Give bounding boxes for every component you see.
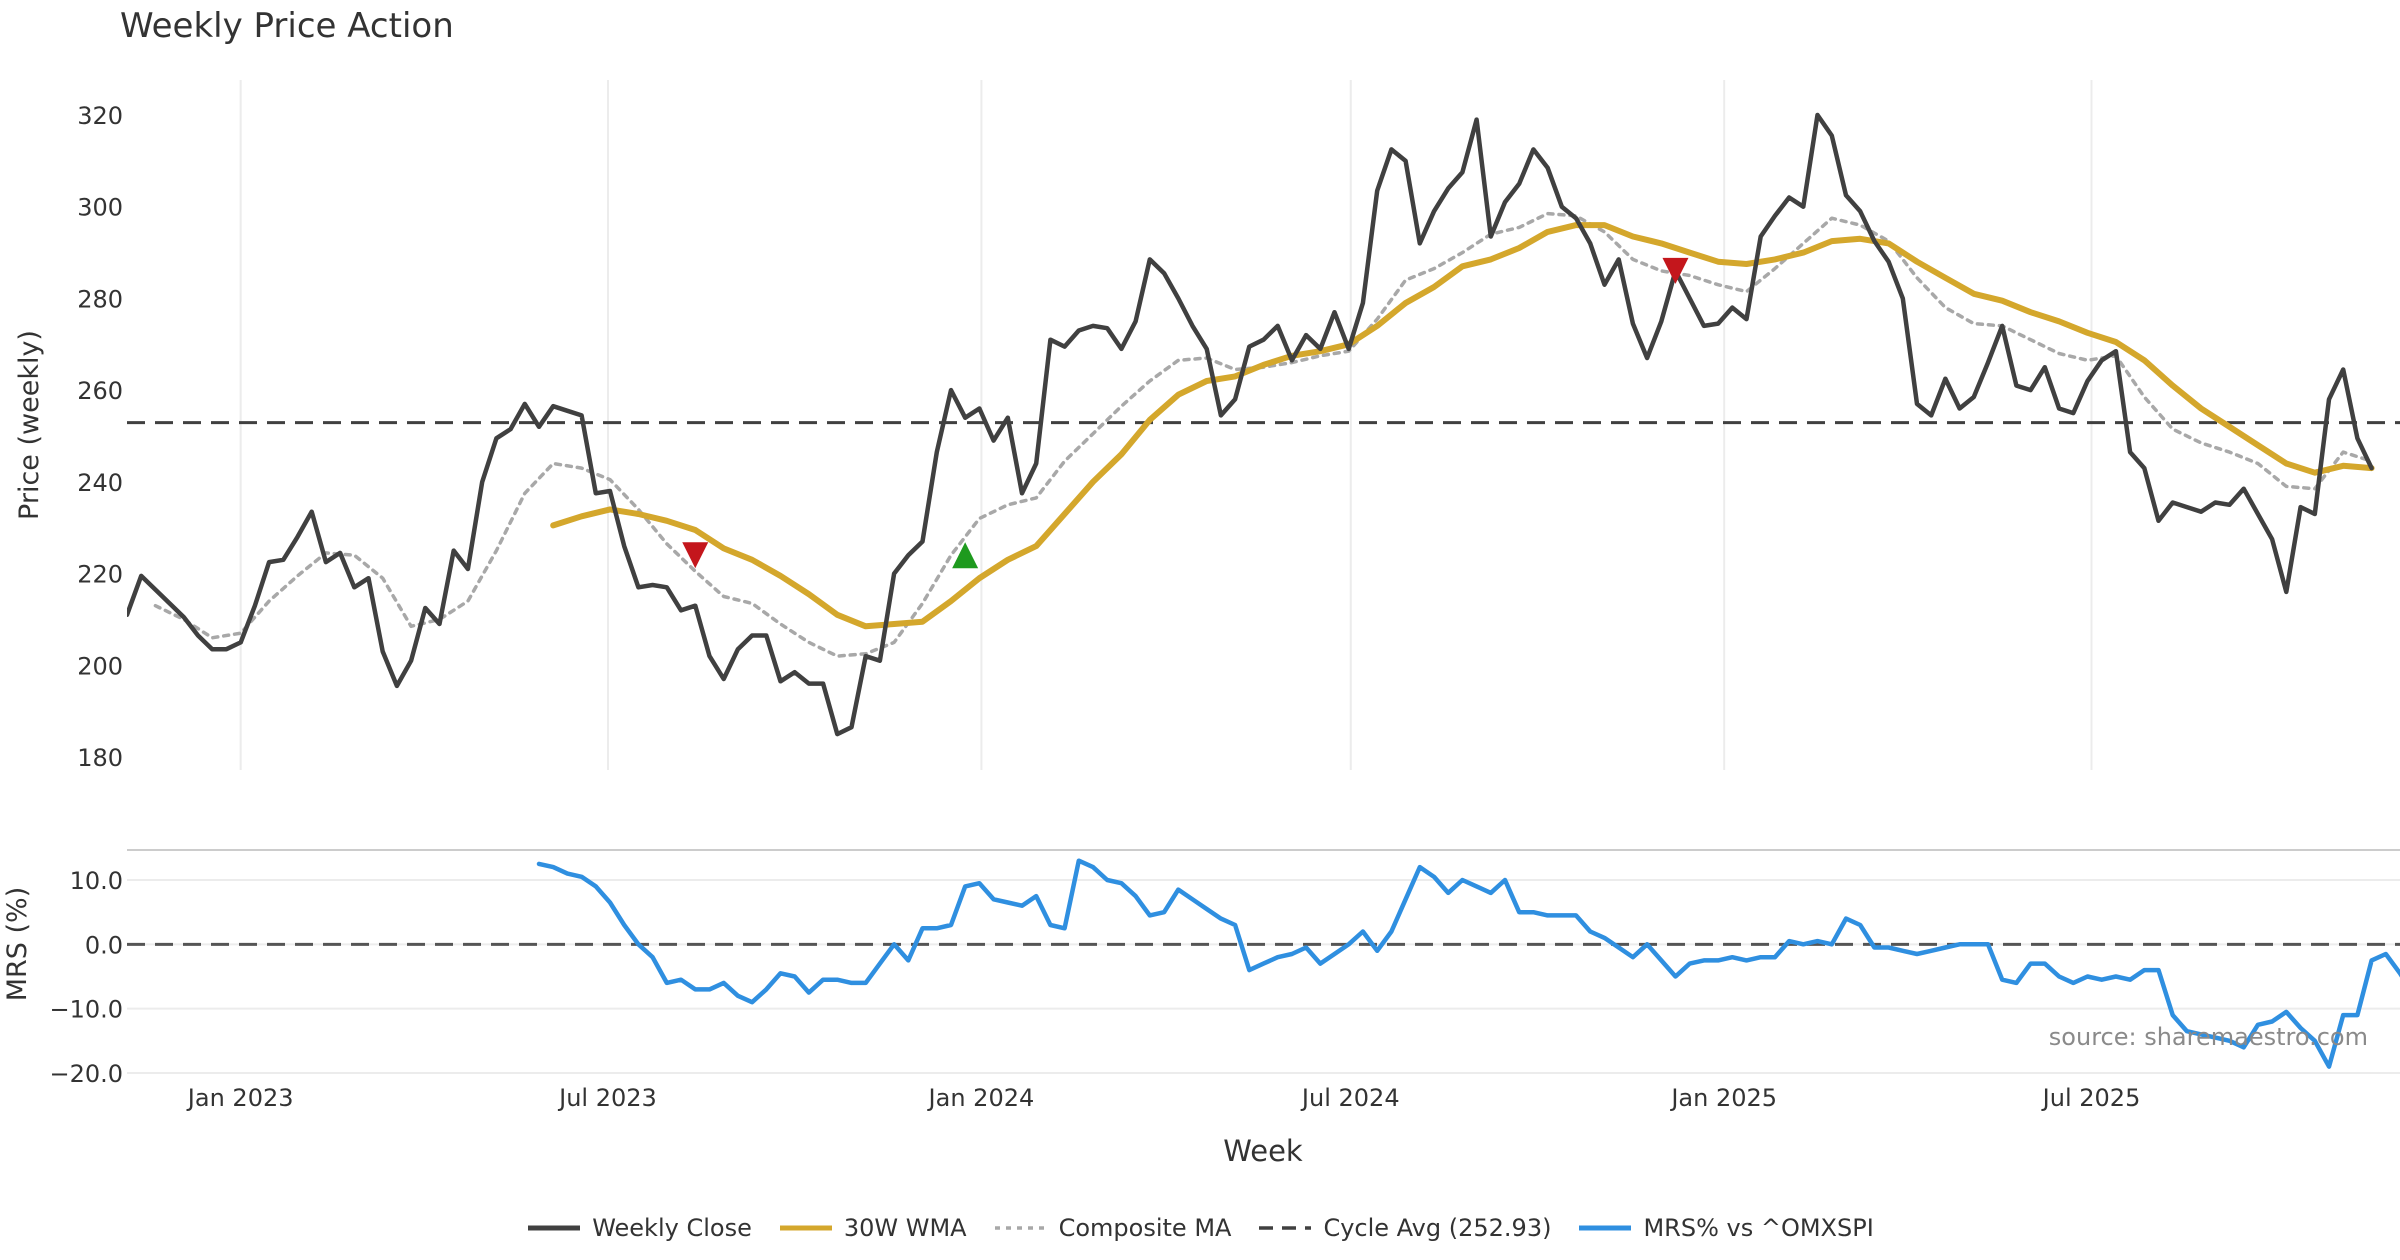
legend-item-mrs-vs-omxspi: MRS% vs ^OMXSPI (1577, 1214, 1874, 1242)
x-tick-label: Jul 2024 (1300, 1084, 1400, 1112)
composite-ma-line (153, 211, 2374, 658)
price-y-tick-label: 280 (77, 285, 123, 313)
axis-layer: 180 200 220 240 260 280 300 320 −20.0 −10.0 0.0 10.… (49, 102, 2140, 1112)
price-y-tick-label: 180 (77, 744, 123, 772)
legend-item-30w-wma: 30W WMA (778, 1214, 967, 1242)
price-y-tick-label: 240 (77, 469, 123, 497)
price-y-tick-label: 300 (77, 194, 123, 222)
price-plot (127, 112, 2400, 737)
price-y-axis-label: Price (weekly) (14, 330, 45, 520)
grid-layer (127, 80, 2400, 1074)
x-axis-label: Week (1223, 1134, 1303, 1168)
legend-swatch (994, 1226, 1047, 1230)
legend-label: MRS% vs ^OMXSPI (1643, 1214, 1874, 1242)
x-tick-label: Jul 2025 (2041, 1084, 2141, 1112)
mrs-y-tick-label: 10.0 (70, 867, 123, 895)
price-y-tick-label: 220 (77, 561, 123, 589)
legend: Weekly Close 30W WMA Composite MA Cycle Avg… (0, 1210, 2400, 1246)
x-tick-label: Jul 2023 (557, 1084, 657, 1112)
mrs-y-tick-label: −10.0 (49, 996, 123, 1024)
legend-label: Weekly Close (592, 1214, 752, 1242)
legend-swatch (528, 1225, 581, 1231)
legend-label: 30W WMA (843, 1214, 967, 1242)
buy-signal-marker (952, 542, 979, 569)
mrs-y-tick-label: 0.0 (85, 931, 123, 959)
sell-signal-marker (1662, 257, 1689, 284)
legend-item-weekly-close: Weekly Close (526, 1214, 752, 1242)
legend-item-cycle-avg-252-93: Cycle Avg (252.93) (1257, 1214, 1551, 1242)
mrs-y-axis-label: MRS (%) (2, 887, 33, 1002)
x-tick-label: Jan 2025 (1669, 1084, 1777, 1112)
chart-title: Weekly Price Action (120, 6, 454, 46)
chart-canvas: 180 200 220 240 260 280 300 320 −20.0 −10.0 0.0 10.… (2, 80, 2400, 1168)
legend-swatch (1579, 1225, 1632, 1231)
mrs-line (536, 858, 2400, 1069)
sell-signal-marker (682, 542, 709, 569)
weekly-close-line (127, 112, 2374, 737)
mrs-plot (127, 858, 2400, 1069)
price-y-tick-label: 200 (77, 652, 123, 680)
price-y-tick-label: 320 (77, 102, 123, 130)
legend-item-composite-ma: Composite MA (993, 1214, 1232, 1242)
legend-swatch (779, 1225, 832, 1231)
source-note: source: sharemaestro.com (2049, 1023, 2368, 1051)
mrs-y-tick-label: −20.0 (49, 1060, 123, 1088)
legend-swatch (1259, 1226, 1312, 1230)
x-tick-label: Jan 2024 (927, 1084, 1035, 1112)
price-y-tick-label: 260 (77, 377, 123, 405)
legend-label: Composite MA (1058, 1214, 1232, 1242)
30w-wma-line (550, 222, 2375, 630)
legend-label: Cycle Avg (252.93) (1323, 1214, 1552, 1242)
x-tick-label: Jan 2023 (186, 1084, 294, 1112)
